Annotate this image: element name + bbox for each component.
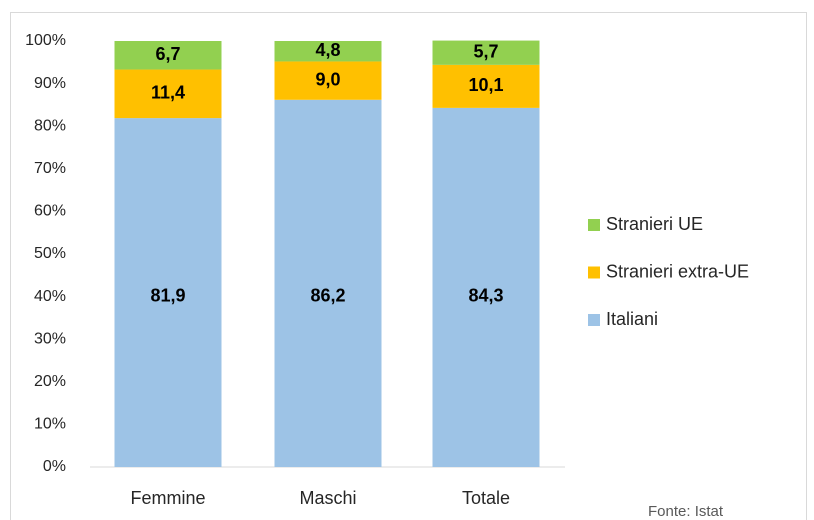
legend-swatch [588,219,600,231]
value-label: 10,1 [468,75,503,95]
y-tick-label: 40% [34,288,66,305]
y-tick-label: 50% [34,245,66,262]
chart-border [10,12,807,520]
value-label: 11,4 [151,83,185,103]
value-label: 6,7 [155,44,180,64]
y-tick-label: 0% [43,458,66,475]
x-tick-label: Totale [462,488,510,508]
y-tick-label: 30% [34,330,66,347]
bar-segment [274,61,382,100]
value-label: 81,9 [150,285,185,305]
y-tick-label: 20% [34,373,66,390]
y-tick-label: 70% [34,160,66,177]
bar-segment [274,99,382,468]
legend-label: Italiani [606,309,658,329]
legend-label: Stranieri extra-UE [606,261,749,281]
y-tick-label: 100% [25,32,66,49]
value-label: 5,7 [473,41,498,61]
bar-segment [274,41,382,62]
y-tick-label: 10% [34,416,66,433]
bar-segment [432,40,540,65]
y-tick-label: 80% [34,117,66,134]
value-label: 84,3 [468,285,503,305]
bar-segment [114,69,222,119]
bar-segment [114,41,222,70]
bar-segment [114,118,222,467]
y-tick-label: 60% [34,203,66,220]
legend-swatch [588,314,600,326]
value-label: 9,0 [315,69,340,89]
legend-label: Stranieri UE [606,214,703,234]
legend-swatch [588,266,600,279]
bar-segment [432,64,540,108]
x-tick-label: Maschi [299,488,356,508]
value-label: 86,2 [310,285,345,305]
y-tick-label: 90% [34,75,66,92]
x-tick-label: Femmine [130,488,205,508]
source-note: Fonte: Istat [648,503,724,520]
bar-segment [432,107,540,467]
value-label: 4,8 [315,40,340,60]
